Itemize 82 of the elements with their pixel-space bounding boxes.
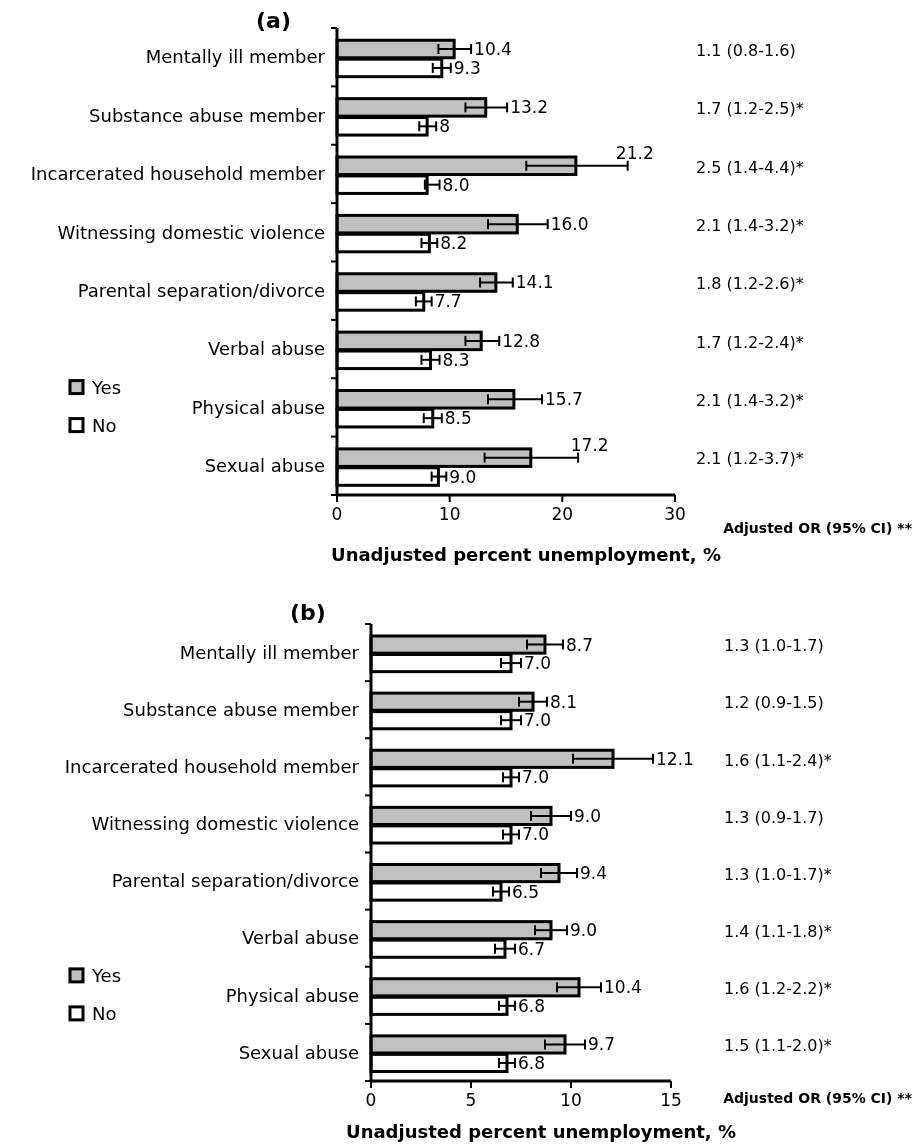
data-label: 9.0 bbox=[570, 920, 598, 941]
data-label: 8.5 bbox=[444, 408, 472, 429]
data-label: 8.7 bbox=[566, 634, 594, 655]
y-tick-label: Substance abuse member bbox=[123, 698, 360, 720]
x-tick-label: 5 bbox=[465, 1090, 477, 1110]
x-axis-title: Unadjusted percent unemployment, % bbox=[331, 544, 721, 565]
text: 1.3 (1.0-1.7) bbox=[724, 636, 824, 656]
y-tick-label: Physical abuse bbox=[225, 984, 359, 1006]
x-tick-label: 10 bbox=[560, 1090, 582, 1110]
text: 1.5 (1.1-2.0)* bbox=[724, 1036, 832, 1056]
data-label: 8 bbox=[439, 116, 450, 137]
data-label: 12.8 bbox=[502, 330, 541, 351]
data-label: 7.7 bbox=[434, 291, 462, 312]
legend-label: Yes bbox=[91, 376, 122, 398]
y-tick-label: Sexual abuse bbox=[204, 455, 325, 477]
data-label: 15.7 bbox=[545, 389, 583, 410]
y-tick-label: Mentally ill member bbox=[145, 46, 326, 68]
data-label: 6.8 bbox=[518, 995, 546, 1016]
text: 1.2 (0.9-1.5) bbox=[724, 693, 824, 713]
text: 2.1 (1.2-3.7)* bbox=[696, 449, 804, 469]
text: 1.6 (1.2-2.2)* bbox=[724, 979, 832, 999]
y-tick-label: Witnessing domestic violence bbox=[57, 221, 325, 243]
text: 1.6 (1.1-2.4)* bbox=[724, 750, 832, 770]
data-label: 12.1 bbox=[656, 748, 694, 769]
data-label: 6.7 bbox=[518, 938, 546, 959]
data-label: 10.4 bbox=[604, 977, 642, 998]
text: Adjusted OR (95% CI) ** bbox=[723, 1090, 913, 1106]
text: 2.1 (1.4-3.2)* bbox=[696, 391, 804, 411]
chart-title: (a) bbox=[256, 8, 291, 33]
chart-title: (b) bbox=[290, 600, 326, 625]
x-axis-title: Unadjusted percent unemployment, % bbox=[346, 1121, 736, 1142]
x-tick-label: 10 bbox=[438, 504, 461, 524]
data-label: 6.5 bbox=[512, 881, 540, 902]
text: 2.1 (1.4-3.2)* bbox=[696, 215, 804, 235]
data-label: 7.0 bbox=[522, 767, 550, 788]
data-label: 7.0 bbox=[524, 653, 552, 674]
x-tick-label: 0 bbox=[365, 1090, 377, 1110]
x-tick-label: 15 bbox=[660, 1090, 682, 1110]
x-tick-label: 30 bbox=[664, 504, 686, 524]
y-tick-label: Substance abuse member bbox=[89, 104, 326, 126]
y-tick-label: Verbal abuse bbox=[242, 927, 359, 949]
legend-label: No bbox=[92, 1003, 117, 1025]
y-tick-label: Parental separation/divorce bbox=[77, 279, 325, 301]
y-tick-label: Incarcerated household member bbox=[30, 163, 326, 185]
data-label: 17.2 bbox=[570, 434, 609, 455]
data-label: 9.7 bbox=[588, 1034, 616, 1055]
data-label: 10.4 bbox=[474, 38, 512, 59]
y-tick-label: Mentally ill member bbox=[179, 641, 360, 663]
data-label: 9.0 bbox=[449, 466, 477, 487]
data-label: 6.8 bbox=[518, 1052, 546, 1073]
text: 1.1 (0.8-1.6) bbox=[696, 40, 796, 60]
x-tick-label: 0 bbox=[331, 504, 343, 524]
legend-label: Yes bbox=[91, 965, 122, 987]
data-label: 9.0 bbox=[574, 805, 602, 826]
text: 1.7 (1.2-2.4)* bbox=[696, 332, 804, 352]
data-label: 7.0 bbox=[524, 710, 552, 731]
data-label: 8.3 bbox=[442, 349, 470, 370]
legend-label: No bbox=[92, 414, 117, 436]
data-label: 8.1 bbox=[550, 691, 578, 712]
text: 1.4 (1.1-1.8)* bbox=[724, 921, 832, 941]
text: 1.3 (0.9-1.7) bbox=[724, 807, 824, 827]
data-label: 16.0 bbox=[550, 214, 589, 235]
data-label: 14.1 bbox=[515, 272, 554, 293]
data-label: 8.0 bbox=[442, 174, 470, 195]
y-tick-label: Incarcerated household member bbox=[64, 756, 360, 778]
data-label: 7.0 bbox=[522, 824, 550, 845]
data-label: 8.2 bbox=[440, 233, 468, 253]
data-label: 9.4 bbox=[580, 863, 608, 884]
data-label: 9.3 bbox=[453, 57, 481, 78]
text: 2.5 (1.4-4.4)* bbox=[696, 157, 804, 177]
y-tick-label: Parental separation/divorce bbox=[111, 870, 359, 892]
text: Adjusted OR (95% CI) ** bbox=[723, 520, 913, 536]
y-tick-label: Verbal abuse bbox=[208, 338, 325, 360]
data-label: 21.2 bbox=[615, 142, 654, 163]
x-tick-label: 20 bbox=[551, 504, 574, 524]
text: 1.8 (1.2-2.6)* bbox=[696, 274, 804, 294]
text: 1.3 (1.0-1.7)* bbox=[724, 864, 832, 884]
data-label: 13.2 bbox=[510, 97, 548, 118]
text: 1.7 (1.2-2.5)* bbox=[696, 99, 804, 119]
y-tick-label: Witnessing domestic violence bbox=[91, 813, 359, 835]
y-tick-label: Physical abuse bbox=[191, 396, 325, 418]
y-tick-label: Sexual abuse bbox=[238, 1041, 359, 1063]
